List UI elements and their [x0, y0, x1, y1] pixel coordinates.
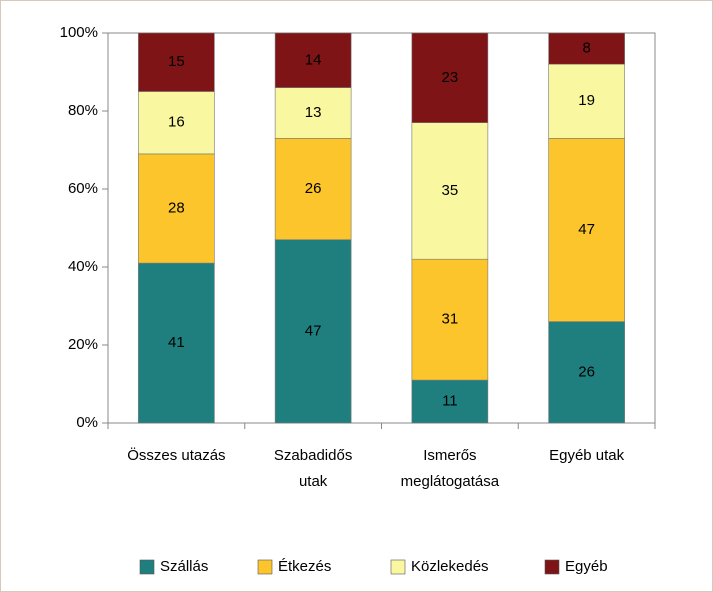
legend-swatch: [390, 559, 406, 575]
x-tick-label: Egyéb utak: [549, 447, 625, 464]
bar-segment: [411, 32, 489, 123]
x-tick-label: Ismerős meglátogatása: [400, 447, 500, 490]
legend-label: Étkezés: [278, 558, 331, 575]
data-label: 35: [442, 182, 459, 199]
bar-segment: [548, 63, 625, 139]
legend-label: Egyéb: [565, 558, 608, 575]
bar-segment: [274, 138, 352, 241]
data-label: 16: [168, 114, 185, 131]
x-tick-label: Összes utazás: [127, 447, 226, 464]
data-label: 23: [442, 69, 459, 86]
y-tick-label: 0%: [76, 414, 98, 431]
bar-segment: [138, 91, 215, 155]
legend-label: Közlekedés: [411, 558, 489, 575]
data-label: 19: [578, 92, 595, 109]
bar-segment: [548, 32, 625, 65]
bar-segment: [138, 262, 215, 424]
legend-swatch: [139, 559, 155, 575]
bar-segment: [548, 321, 625, 424]
data-label: 28: [168, 199, 185, 216]
data-label: 14: [305, 51, 322, 68]
data-label: 47: [578, 221, 595, 238]
legend-label: Szállás: [160, 558, 208, 575]
data-label: 26: [305, 180, 322, 197]
y-tick-label: 20%: [68, 336, 98, 353]
data-label: 13: [305, 104, 322, 121]
bar-segment: [274, 87, 352, 139]
data-label: 26: [578, 363, 595, 380]
data-label: 41: [168, 334, 185, 351]
bar-segment: [138, 153, 215, 264]
bar-segment: [138, 32, 215, 92]
data-label: 11: [442, 393, 458, 410]
legend-swatch: [257, 559, 273, 575]
legend-swatch: [544, 559, 560, 575]
x-tick-label: Szabadidős utak: [273, 447, 353, 490]
data-label: 8: [582, 40, 590, 57]
bar-segment: [411, 122, 489, 260]
y-tick-label: 80%: [68, 102, 98, 119]
data-label: 31: [442, 311, 459, 328]
bar-segment: [411, 258, 489, 381]
y-tick-label: 100%: [60, 24, 98, 41]
bar-segment: [548, 138, 625, 322]
data-label: 15: [168, 53, 185, 70]
data-label: 47: [305, 322, 322, 339]
y-tick-label: 40%: [68, 258, 98, 275]
bar-segment: [274, 32, 352, 88]
bar-segment: [411, 379, 489, 424]
y-tick-label: 60%: [68, 180, 98, 197]
